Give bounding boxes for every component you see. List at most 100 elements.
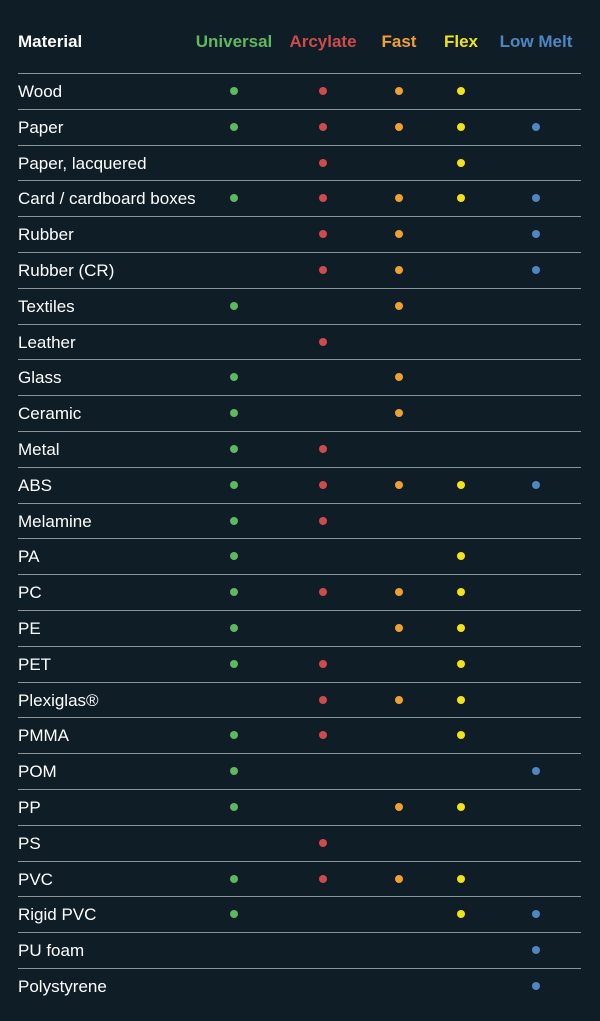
- universal-dot: [230, 301, 238, 310]
- flex-dot: [457, 623, 465, 632]
- arcylate-dot: [319, 874, 327, 883]
- flex-dot: [457, 194, 465, 203]
- fast-dot: [395, 802, 403, 811]
- table-row: Melamine: [18, 502, 581, 539]
- arcylate-dot: [319, 731, 327, 740]
- universal-dot: [230, 87, 238, 95]
- table-row: PS: [18, 824, 581, 861]
- table-row: Rubber: [18, 216, 581, 252]
- arcylate-dot: [319, 337, 327, 346]
- material-name: Wood: [18, 82, 63, 101]
- material-name: PVC: [18, 869, 53, 889]
- low-melt-dot: [532, 767, 540, 776]
- header-universal: Universal: [195, 32, 273, 51]
- universal-dot: [230, 802, 238, 811]
- table-row: Paper, lacquered: [18, 144, 581, 181]
- table-row: Metal: [18, 430, 581, 467]
- fast-dot: [395, 874, 403, 883]
- universal-dot: [230, 373, 238, 382]
- table-row: Ceramic: [18, 395, 581, 431]
- flex-dot: [457, 480, 465, 489]
- material-name: Paper: [18, 117, 64, 137]
- fast-dot: [395, 194, 403, 203]
- table-row: ABS: [18, 466, 581, 503]
- material-name: Textiles: [18, 296, 75, 316]
- universal-dot: [230, 409, 238, 418]
- arcylate-dot: [319, 122, 327, 131]
- material-name: PS: [18, 833, 41, 853]
- flex-dot: [457, 731, 465, 740]
- arcylate-dot: [319, 838, 327, 847]
- material-name: Melamine: [18, 511, 92, 531]
- flex-dot: [457, 122, 465, 131]
- flex-dot: [457, 552, 465, 561]
- flex-dot: [457, 158, 465, 167]
- material-name: PET: [18, 654, 52, 674]
- fast-dot: [395, 87, 403, 95]
- universal-dot: [230, 444, 238, 453]
- low-melt-dot: [532, 122, 540, 131]
- fast-dot: [395, 623, 403, 632]
- universal-dot: [230, 874, 238, 883]
- flex-dot: [457, 695, 465, 704]
- arcylate-dot: [319, 516, 327, 525]
- header-flex: Flex: [443, 32, 479, 51]
- table-row: Plexiglas®: [18, 681, 581, 718]
- material-name: Metal: [18, 439, 60, 459]
- flex-dot: [457, 910, 465, 919]
- header-material: Material: [18, 32, 83, 51]
- material-name: Rubber (CR): [18, 260, 115, 280]
- universal-dot: [230, 194, 238, 203]
- table-row: PET: [18, 645, 581, 682]
- universal-dot: [230, 122, 238, 131]
- universal-dot: [230, 731, 238, 740]
- arcylate-dot: [319, 158, 327, 167]
- flex-dot: [457, 87, 465, 95]
- table-row: Paper: [18, 108, 581, 145]
- material-name: PP: [18, 797, 41, 817]
- universal-dot: [230, 659, 238, 668]
- table-row: PA: [18, 538, 581, 574]
- table-row: PC: [18, 574, 581, 610]
- table-row: PMMA: [18, 717, 581, 753]
- arcylate-dot: [319, 87, 327, 95]
- arcylate-dot: [319, 659, 327, 668]
- header-fast: Fast: [381, 32, 417, 51]
- table-row: Rubber (CR): [18, 251, 581, 288]
- universal-dot: [230, 767, 238, 776]
- table-header: Material Universal Arcylate Fast Flex Lo…: [0, 20, 600, 64]
- low-melt-dot: [532, 265, 540, 274]
- material-name: Glass: [18, 368, 62, 388]
- low-melt-dot: [532, 910, 540, 919]
- arcylate-dot: [319, 194, 327, 203]
- flex-dot: [457, 874, 465, 883]
- material-name: PU foam: [18, 941, 85, 961]
- flex-dot: [457, 802, 465, 811]
- fast-dot: [395, 230, 403, 239]
- table-row: POM: [18, 753, 581, 789]
- fast-dot: [395, 409, 403, 418]
- arcylate-dot: [319, 695, 327, 704]
- table-body: Wood Paper Paper, lacquered Card / cardboar…: [0, 73, 600, 1004]
- table-row: Textiles: [18, 287, 581, 324]
- material-name: Rigid PVC: [18, 905, 97, 925]
- table-row: PP: [18, 788, 581, 825]
- material-name: Leather: [18, 332, 76, 352]
- table-row: Rigid PVC: [18, 896, 581, 932]
- arcylate-dot: [319, 230, 327, 239]
- low-melt-dot: [532, 230, 540, 239]
- material-name: ABS: [18, 475, 53, 495]
- fast-dot: [395, 373, 403, 382]
- table-row: Glass: [18, 359, 581, 395]
- fast-dot: [395, 695, 403, 704]
- table-row: PE: [18, 609, 581, 646]
- low-melt-dot: [532, 480, 540, 489]
- fast-dot: [395, 301, 403, 310]
- fast-dot: [395, 265, 403, 274]
- arcylate-dot: [319, 588, 327, 597]
- table-row: PU foam: [18, 932, 581, 968]
- material-name: Polystyrene: [18, 976, 107, 996]
- material-name: PA: [18, 547, 40, 567]
- arcylate-dot: [319, 265, 327, 274]
- flex-dot: [457, 588, 465, 597]
